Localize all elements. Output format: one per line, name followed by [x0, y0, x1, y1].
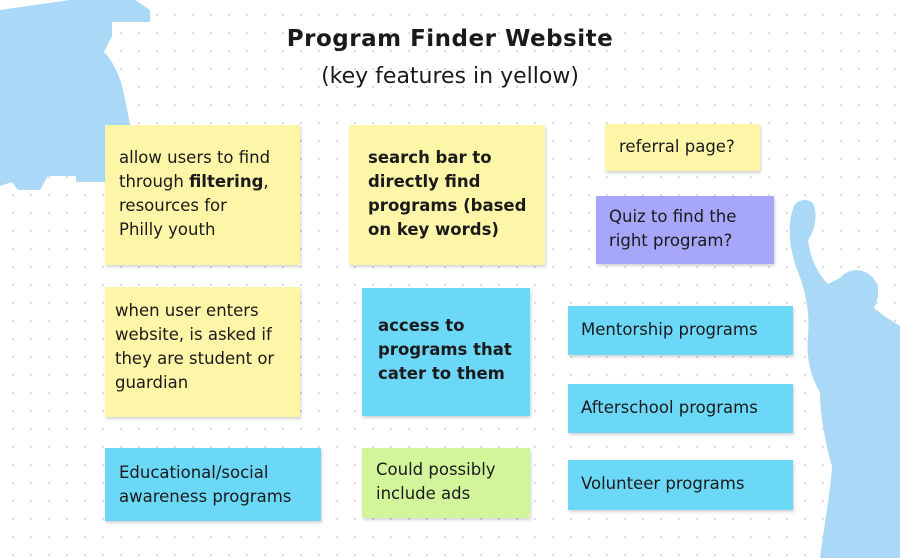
filtering-note-text-end: , resources for Philly youth: [119, 172, 269, 239]
sticky-note-search-bar: search bar to directly find programs (ba…: [349, 125, 545, 265]
sticky-note-user-type: when user enters website, is asked if th…: [105, 287, 300, 417]
sticky-note-educational: Educational/social awareness programs: [105, 448, 321, 521]
sticky-note-volunteer: Volunteer programs: [568, 460, 793, 510]
sticky-note-mentorship: Mentorship programs: [568, 306, 793, 355]
filtering-note-text-start: allow users to find through: [119, 148, 271, 191]
sticky-note-referral: referral page?: [605, 124, 760, 171]
sticky-note-quiz: Quiz to find the right program?: [596, 196, 774, 264]
sticky-note-afterschool: Afterschool programs: [568, 384, 793, 433]
cheering-person-silhouette: [789, 200, 900, 558]
sticky-note-access: access to programs that cater to them: [362, 288, 530, 416]
sticky-note-filtering: allow users to find through filtering, r…: [105, 125, 300, 265]
page-title: Program Finder Website: [286, 26, 614, 52]
page-subtitle: (key features in yellow): [321, 64, 579, 89]
filtering-keyword: filtering: [189, 172, 264, 191]
sticky-note-ads: Could possibly include ads: [362, 448, 530, 518]
